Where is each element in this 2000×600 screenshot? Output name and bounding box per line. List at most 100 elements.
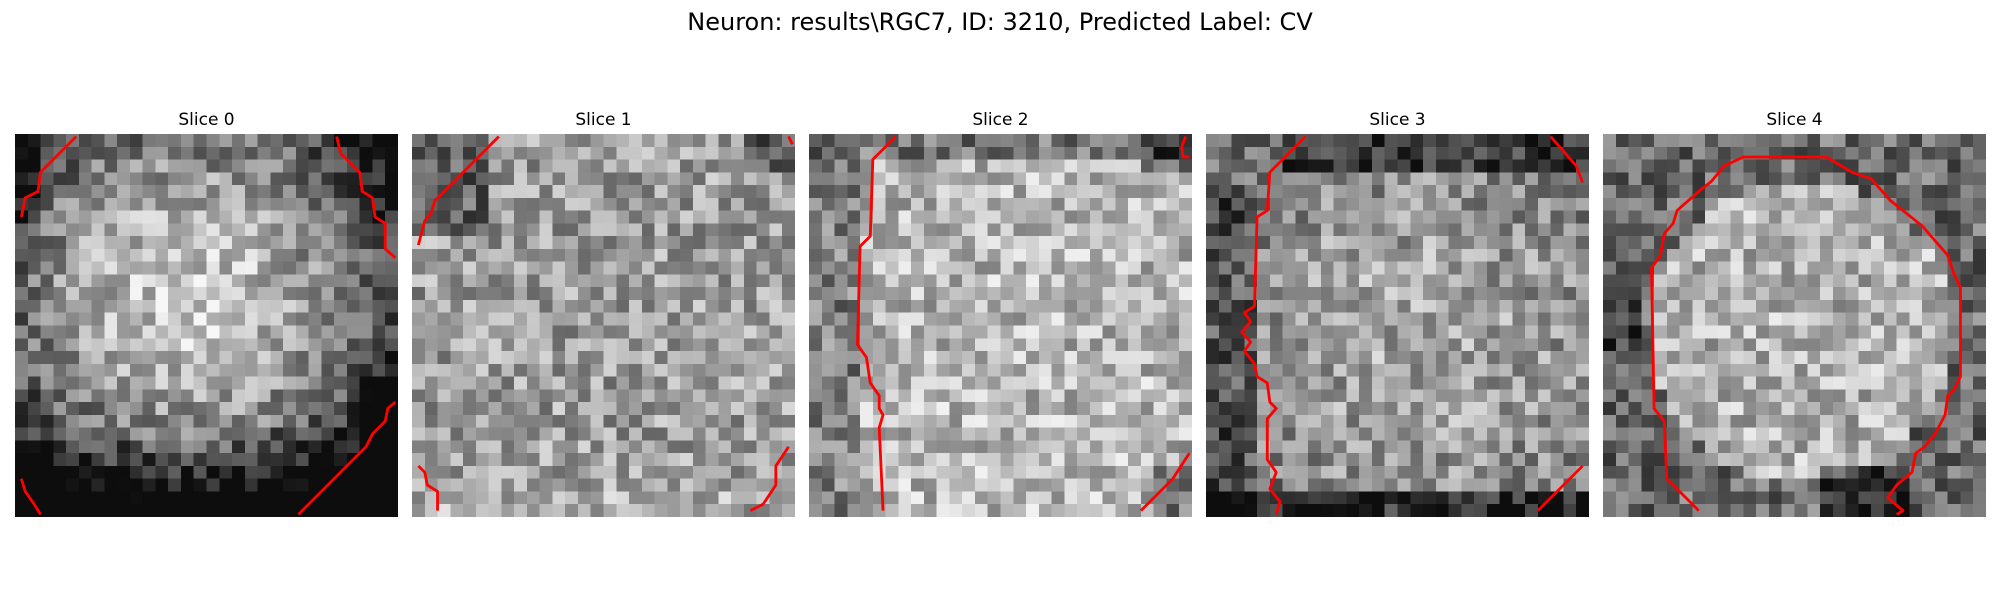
pixel: [1320, 363, 1334, 377]
pixel: [142, 504, 156, 517]
pixel: [1000, 236, 1014, 250]
pixel: [1845, 376, 1859, 390]
pixel: [1064, 376, 1078, 390]
pixel: [1128, 172, 1142, 186]
pixel: [769, 274, 783, 288]
pixel: [1077, 389, 1091, 403]
pixel: [53, 299, 67, 313]
pixel: [834, 402, 848, 416]
pixel: [1371, 325, 1385, 339]
pixel: [1537, 325, 1551, 339]
pixel: [1000, 465, 1014, 479]
pixel: [718, 440, 732, 454]
pixel: [539, 223, 553, 237]
pixel: [1179, 223, 1192, 237]
pixel: [1730, 210, 1744, 224]
pixel: [603, 414, 617, 428]
pixel: [1320, 491, 1334, 505]
pixel: [1051, 363, 1065, 377]
pixel: [1295, 325, 1309, 339]
pixel: [1768, 402, 1782, 416]
pixel: [1781, 312, 1795, 326]
pixel: [923, 389, 937, 403]
pixel: [1973, 159, 1986, 173]
pixel: [552, 414, 566, 428]
pixel: [1705, 402, 1719, 416]
pixel: [667, 504, 681, 517]
pixel: [1499, 274, 1513, 288]
pixel: [680, 159, 694, 173]
pixel: [104, 402, 118, 416]
pixel: [860, 414, 874, 428]
pixel: [1499, 134, 1513, 148]
pixel: [1359, 465, 1373, 479]
pixel: [1089, 402, 1103, 416]
pixel: [756, 338, 770, 352]
pixel: [1179, 351, 1192, 365]
pixel: [385, 236, 398, 250]
pixel: [117, 312, 131, 326]
pixel: [1768, 210, 1782, 224]
pixel: [1218, 210, 1232, 224]
pixel: [769, 351, 783, 365]
pixel: [244, 159, 258, 173]
pixel: [1206, 338, 1220, 352]
pixel: [1794, 427, 1808, 441]
pixel: [180, 504, 194, 517]
pixel: [180, 363, 194, 377]
pixel: [1153, 159, 1167, 173]
pixel: [1128, 248, 1142, 262]
pixel: [193, 236, 207, 250]
pixel: [526, 427, 540, 441]
pixel: [1179, 274, 1192, 288]
pixel: [898, 261, 912, 275]
pixel: [1603, 389, 1617, 403]
pixel: [692, 478, 706, 492]
pixel: [654, 159, 668, 173]
pixel: [40, 376, 54, 390]
pixel: [244, 478, 258, 492]
pixel: [1768, 287, 1782, 301]
pixel: [168, 453, 182, 467]
pixel: [936, 274, 950, 288]
pixel: [1231, 491, 1245, 505]
pixel: [1692, 338, 1706, 352]
pixel: [1371, 134, 1385, 148]
pixel: [283, 261, 297, 275]
pixel: [129, 159, 143, 173]
pixel: [40, 440, 54, 454]
pixel: [1000, 197, 1014, 211]
pixel: [1000, 440, 1014, 454]
pixel: [1832, 491, 1846, 505]
pixel: [654, 414, 668, 428]
pixel: [1537, 351, 1551, 365]
pixel: [1244, 414, 1258, 428]
pixel: [1794, 159, 1808, 173]
pixel: [219, 325, 233, 339]
pixel: [629, 427, 643, 441]
pixel: [987, 338, 1001, 352]
pixel: [1371, 274, 1385, 288]
pixel: [1461, 376, 1475, 390]
pixel: [1166, 338, 1180, 352]
pixel: [1550, 312, 1564, 326]
pixel: [667, 261, 681, 275]
pixel: [321, 287, 335, 301]
pixel: [321, 465, 335, 479]
pixel: [270, 338, 284, 352]
pixel: [1013, 197, 1027, 211]
pixel: [1807, 389, 1821, 403]
pixel: [1845, 504, 1859, 517]
pixel: [692, 236, 706, 250]
pixel: [1166, 453, 1180, 467]
pixel: [1013, 223, 1027, 237]
pixel: [1346, 146, 1360, 160]
pixel: [1435, 146, 1449, 160]
pixel: [244, 312, 258, 326]
pixel: [705, 261, 719, 275]
pixel: [308, 197, 322, 211]
pixel: [872, 185, 886, 199]
pixel: [193, 440, 207, 454]
pixel: [1603, 363, 1617, 377]
pixel: [321, 338, 335, 352]
